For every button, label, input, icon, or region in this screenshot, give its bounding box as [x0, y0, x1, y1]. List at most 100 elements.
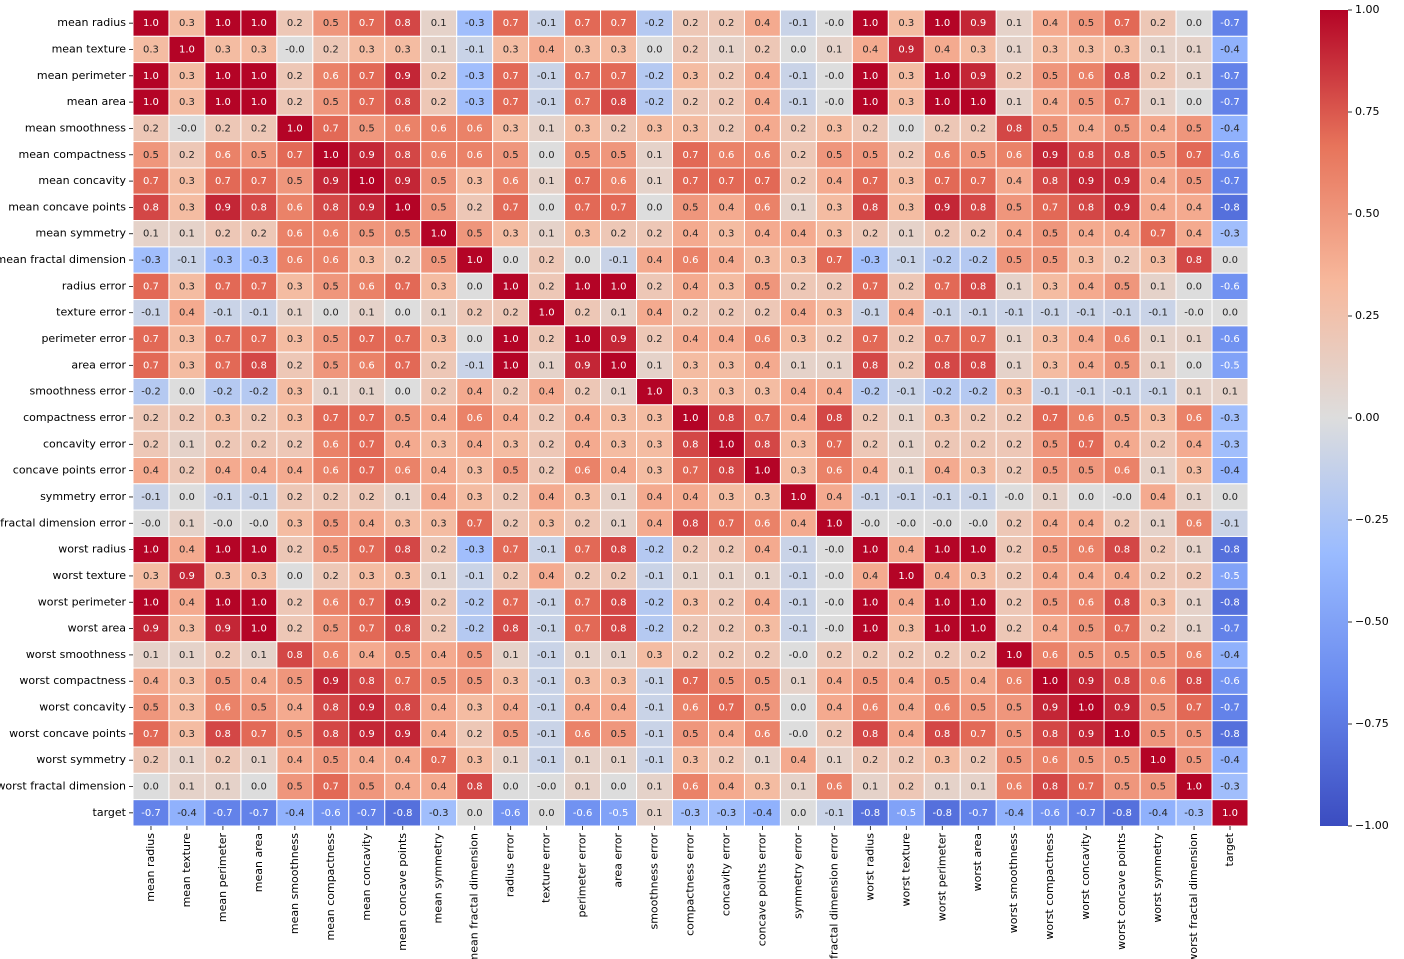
cell-label: -0.3 — [1220, 782, 1240, 793]
heatmap-cell — [168, 9, 206, 37]
cell-label: 0.8 — [862, 360, 878, 371]
cell-label: 0.0 — [611, 782, 627, 793]
cell-label: 0.2 — [1006, 518, 1022, 529]
cell-label: 0.2 — [719, 545, 735, 556]
cell-label: 0.6 — [683, 255, 699, 266]
cell-label: -0.1 — [1040, 387, 1060, 398]
cell-label: -0.1 — [861, 492, 881, 503]
cell-label: 0.1 — [431, 18, 447, 29]
heatmap-cell — [1103, 430, 1141, 458]
cell-label: 0.1 — [1006, 97, 1022, 108]
cell-label: 0.8 — [323, 202, 339, 213]
heatmap-cell — [420, 325, 458, 353]
cell-label: 0.4 — [862, 466, 878, 477]
heatmap-cell — [1139, 799, 1177, 827]
heatmap-cell — [959, 325, 997, 353]
cell-label: 0.3 — [790, 334, 806, 345]
cell-label: 0.9 — [1042, 150, 1058, 161]
cell-label: 0.9 — [575, 360, 591, 371]
y-tick-label: mean fractal dimension — [0, 253, 126, 266]
heatmap-cell — [1031, 246, 1069, 274]
cell-label: 0.3 — [395, 518, 411, 529]
cell-label: 0.8 — [1042, 782, 1058, 793]
cell-label: 0.2 — [934, 439, 950, 450]
cell-label: 0.8 — [359, 676, 375, 687]
cell-label: -0.7 — [357, 808, 377, 819]
cell-label: 0.4 — [683, 492, 699, 503]
cell-label: 1.0 — [1042, 676, 1058, 687]
heatmap-cell — [707, 378, 745, 406]
cell-label: 0.2 — [215, 123, 231, 134]
cell-label: -0.1 — [609, 255, 629, 266]
cell-label: 0.1 — [898, 439, 914, 450]
heatmap-cell — [851, 325, 889, 353]
heatmap-cell — [707, 404, 745, 432]
cell-label: 0.3 — [790, 466, 806, 477]
cell-label: 0.7 — [575, 71, 591, 82]
heatmap-cell — [636, 88, 674, 116]
heatmap-cell — [1175, 746, 1213, 774]
cell-label: 0.3 — [1006, 387, 1022, 398]
cell-label: 0.5 — [1078, 650, 1094, 661]
heatmap-cell — [851, 114, 889, 143]
heatmap-cell — [132, 404, 170, 432]
cell-label: 0.2 — [898, 782, 914, 793]
heatmap-cell — [815, 167, 853, 195]
heatmap-cell — [528, 799, 566, 827]
heatmap-cell — [995, 167, 1033, 195]
cell-label: 0.7 — [1114, 97, 1130, 108]
cell-label: 0.0 — [503, 782, 519, 793]
cell-label: 0.1 — [754, 571, 770, 582]
heatmap-cell — [204, 588, 242, 616]
heatmap-cell — [1211, 509, 1249, 537]
cell-label: 0.1 — [143, 229, 159, 240]
heatmap-cell — [384, 9, 422, 37]
y-tick-label: worst symmetry — [36, 753, 126, 766]
cell-label: 1.0 — [970, 97, 986, 108]
heatmap-cell — [851, 456, 889, 485]
cell-label: -0.1 — [789, 18, 809, 29]
heatmap-cell — [995, 535, 1033, 564]
heatmap-cell — [743, 220, 781, 248]
cell-label: 0.8 — [1114, 150, 1130, 161]
cell-label: 0.2 — [683, 624, 699, 635]
cell-label: 0.6 — [323, 597, 339, 608]
cell-label: 0.0 — [395, 387, 411, 398]
cell-label: 0.6 — [1042, 755, 1058, 766]
cell-label: 0.5 — [1042, 229, 1058, 240]
cell-label: 0.2 — [683, 650, 699, 661]
x-tick-label: mean concave points — [396, 833, 409, 951]
heatmap-cell — [851, 693, 889, 722]
heatmap-cell — [1067, 588, 1105, 616]
cell-label: 0.4 — [467, 387, 483, 398]
cell-label: 0.8 — [1114, 545, 1130, 556]
cell-label: -0.5 — [1220, 360, 1240, 371]
heatmap-cell — [672, 693, 709, 722]
cell-label: 0.1 — [611, 492, 627, 503]
cell-label: 0.7 — [1042, 202, 1058, 213]
heatmap-cell — [1211, 588, 1249, 616]
cell-label: -0.7 — [141, 808, 161, 819]
cell-label: 0.8 — [754, 439, 770, 450]
cell-label: 0.2 — [539, 439, 555, 450]
cell-label: 0.0 — [790, 703, 806, 714]
heatmap-cell — [348, 746, 386, 774]
cell-label: 0.3 — [287, 413, 303, 424]
cell-label: 0.2 — [179, 150, 195, 161]
heatmap-cell — [779, 378, 817, 406]
heatmap-cell — [240, 641, 278, 669]
heatmap-cell — [707, 246, 745, 274]
cell-label: 0.2 — [431, 624, 447, 635]
cell-label: -0.3 — [429, 808, 449, 819]
heatmap-cell — [240, 114, 278, 143]
heatmap-cell — [672, 483, 709, 511]
cell-label: 0.9 — [970, 71, 986, 82]
cell-label: 0.6 — [323, 439, 339, 450]
heatmap-cell — [1067, 9, 1105, 37]
cell-label: 0.3 — [143, 44, 159, 55]
heatmap-cell — [959, 772, 997, 801]
cell-label: 0.3 — [647, 466, 663, 477]
cell-label: 0.5 — [323, 518, 339, 529]
cell-label: 0.3 — [143, 571, 159, 582]
heatmap-cell — [1175, 167, 1213, 195]
